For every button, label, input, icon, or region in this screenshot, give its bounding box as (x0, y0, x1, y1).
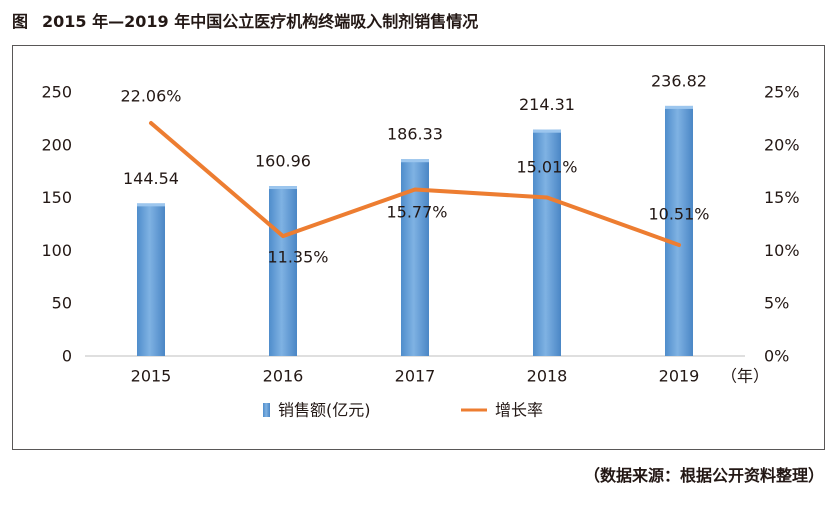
y-right-tick-label: 5% (764, 294, 789, 313)
chart-frame (12, 45, 825, 450)
growth-rate-point (677, 243, 681, 247)
line-value-label: 15.77% (386, 203, 447, 222)
data-source-note: （数据来源：根据公开资料整理） (583, 466, 824, 485)
y-left-tick-label: 250 (41, 83, 72, 102)
line-value-label: 22.06% (120, 87, 181, 106)
bar-value-label: 144.54 (123, 169, 179, 188)
chart-title: 图 2015 年—2019 年中国公立医疗机构终端吸入制剂销售情况 (12, 8, 478, 32)
bar-sales-top (401, 159, 429, 163)
legend-bar-swatch (263, 403, 270, 417)
figure-label: 图 (12, 12, 29, 31)
bar-sales-top (665, 105, 693, 109)
y-right-tick-label: 20% (764, 135, 800, 154)
y-left-tick-label: 50 (52, 294, 72, 313)
x-axis-unit: （年） (721, 367, 769, 386)
growth-rate-point (149, 121, 153, 125)
x-tick-label: 2019 (659, 367, 700, 386)
bar-value-label: 186.33 (387, 125, 443, 144)
legend-bar-label: 销售额(亿元) (278, 401, 371, 420)
y-left-tick-label: 150 (41, 188, 72, 207)
x-tick-label: 2017 (395, 367, 436, 386)
line-value-label: 10.51% (648, 205, 709, 224)
y-right-tick-label: 15% (764, 188, 800, 207)
line-value-label: 15.01% (516, 158, 577, 177)
bar-sales-top (137, 203, 165, 207)
bar-sales-top (269, 186, 297, 190)
x-tick-label: 2016 (263, 367, 304, 386)
line-value-label: 11.35% (267, 248, 328, 267)
growth-rate-point (281, 234, 285, 238)
y-right-tick-label: 0% (764, 347, 789, 366)
growth-rate-point (413, 187, 417, 191)
bar-value-label: 214.31 (519, 95, 575, 114)
growth-rate-point (545, 195, 549, 199)
legend-line-label: 增长率 (495, 401, 543, 420)
x-tick-label: 2018 (527, 367, 568, 386)
y-left-tick-label: 0 (62, 347, 72, 366)
y-left-tick-label: 200 (41, 135, 72, 154)
bar-sales (533, 129, 561, 356)
title-text: 2015 年—2019 年中国公立医疗机构终端吸入制剂销售情况 (42, 12, 479, 31)
bar-value-label: 160.96 (255, 152, 311, 171)
y-left-tick-label: 100 (41, 241, 72, 260)
bar-value-label: 236.82 (651, 71, 707, 90)
bar-sales-top (533, 129, 561, 133)
y-right-tick-label: 25% (764, 83, 800, 102)
bar-sales (665, 105, 693, 356)
bar-sales (137, 203, 165, 356)
y-right-tick-label: 10% (764, 241, 800, 260)
x-tick-label: 2015 (131, 367, 172, 386)
bar-sales (269, 186, 297, 356)
